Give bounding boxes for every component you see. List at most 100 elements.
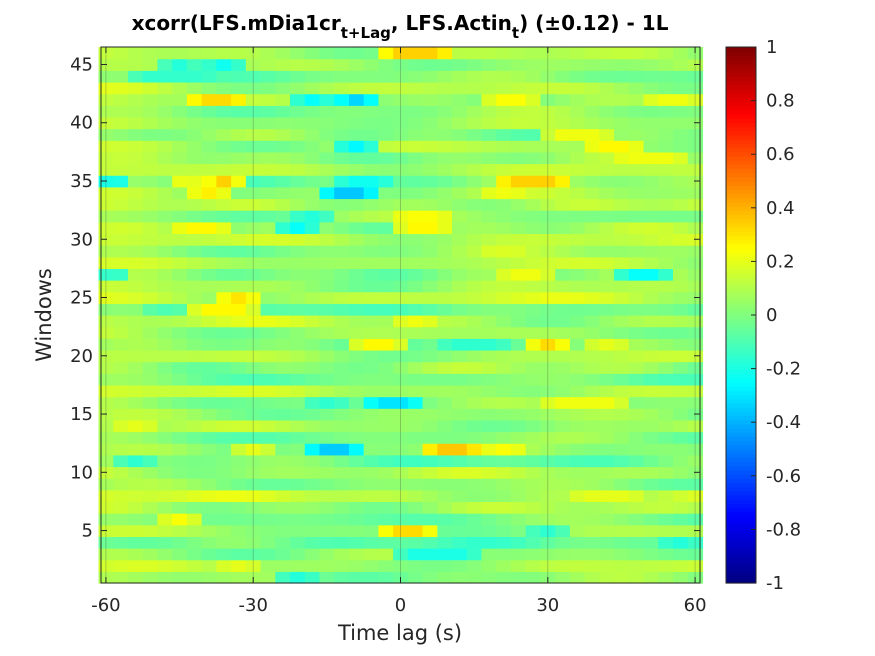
colorbar-segment <box>726 428 756 433</box>
heatmap-cell <box>201 221 217 235</box>
heatmap-cell <box>393 221 409 235</box>
heatmap-cell <box>186 291 203 304</box>
heatmap-cell <box>172 571 188 584</box>
heatmap-cell <box>334 548 350 561</box>
heatmap-cell <box>275 47 291 60</box>
heatmap-cell <box>525 466 542 479</box>
heatmap-cell <box>142 81 159 95</box>
heatmap-cell <box>628 256 645 269</box>
heatmap-cell <box>673 384 689 398</box>
heatmap-cell <box>481 280 497 293</box>
heatmap-cell <box>113 93 129 106</box>
heatmap-cell <box>628 47 645 60</box>
heatmap-cell <box>113 280 129 293</box>
heatmap-cell <box>334 58 350 71</box>
heatmap-cell <box>555 140 571 153</box>
heatmap-cell <box>142 210 159 223</box>
heatmap-cell <box>628 361 645 374</box>
heatmap-cell <box>393 291 409 304</box>
heatmap-cell <box>393 303 409 316</box>
heatmap-cell <box>643 478 659 491</box>
heatmap-cell <box>407 81 424 95</box>
heatmap-cell <box>319 151 335 165</box>
heatmap-cell <box>422 454 438 468</box>
heatmap-cell <box>378 361 394 374</box>
heatmap-cell <box>643 431 659 444</box>
heatmap-cell <box>614 151 630 165</box>
heatmap-cell <box>614 501 630 514</box>
heatmap-cell <box>393 47 409 60</box>
heatmap-cell <box>658 81 674 95</box>
heatmap-cell <box>275 116 291 130</box>
heatmap-cell <box>393 163 409 176</box>
heatmap-cell <box>407 338 424 351</box>
heatmap-cell <box>687 419 704 433</box>
heatmap-cell <box>407 93 424 106</box>
heatmap-cell <box>422 47 438 60</box>
heatmap-cell <box>334 70 350 83</box>
colorbar-segment <box>726 114 756 119</box>
heatmap-cell <box>334 384 350 398</box>
heatmap-cell <box>584 93 600 106</box>
heatmap-cell <box>172 548 188 561</box>
heatmap-cell <box>260 559 276 572</box>
heatmap-cell <box>334 47 350 60</box>
colorbar-segment <box>726 340 756 345</box>
heatmap-cell <box>540 58 556 71</box>
heatmap-cell <box>98 419 114 433</box>
heatmap-cell <box>673 315 689 328</box>
heatmap-cell <box>201 384 217 398</box>
heatmap-cell <box>437 489 453 503</box>
heatmap-cell <box>584 513 600 526</box>
heatmap-cell <box>481 245 497 258</box>
heatmap-cell <box>393 548 409 561</box>
heatmap-cell <box>319 245 335 258</box>
heatmap-cell <box>290 233 306 246</box>
heatmap-cell <box>275 128 291 141</box>
heatmap-cell <box>98 513 114 526</box>
heatmap-cell <box>393 245 409 258</box>
heatmap-cell <box>422 338 438 351</box>
heatmap-cell <box>319 408 335 421</box>
heatmap-cell <box>231 280 247 293</box>
heatmap-cell <box>275 443 291 456</box>
heatmap-cell <box>599 548 615 561</box>
heatmap-cell <box>304 186 321 200</box>
heatmap-cell <box>201 116 217 130</box>
heatmap-cell <box>658 93 674 106</box>
heatmap-cell <box>172 315 188 328</box>
heatmap-cell <box>378 47 394 60</box>
heatmap-cell <box>245 128 262 141</box>
colorbar-segment <box>726 524 756 530</box>
heatmap-cell <box>172 373 188 386</box>
heatmap-cell <box>113 384 129 398</box>
heatmap-cell <box>496 186 512 200</box>
heatmap-cell <box>334 419 350 433</box>
heatmap-cell <box>496 140 512 153</box>
heatmap-cell <box>658 443 674 456</box>
heatmap-cell <box>216 233 232 246</box>
heatmap-cell <box>290 268 306 281</box>
heatmap-cell <box>378 175 394 188</box>
heatmap-cell <box>290 524 306 537</box>
heatmap-cell <box>157 373 173 386</box>
heatmap-cell <box>540 315 556 328</box>
heatmap-cell <box>363 524 380 537</box>
heatmap-cell <box>555 431 571 444</box>
heatmap-cell <box>113 245 129 258</box>
heatmap-cell <box>128 454 144 468</box>
heatmap-cell <box>422 58 438 71</box>
heatmap-cell <box>201 315 217 328</box>
heatmap-cell <box>555 280 571 293</box>
heatmap-cell <box>319 128 335 141</box>
heatmap-cell <box>599 58 615 71</box>
heatmap-cell <box>319 303 335 316</box>
heatmap-cell <box>628 454 645 468</box>
heatmap-cell <box>496 361 512 374</box>
heatmap-cell <box>348 466 365 479</box>
heatmap-cell <box>275 221 291 235</box>
heatmap-cell <box>157 245 173 258</box>
colorbar-segment <box>726 382 756 387</box>
heatmap-cell <box>510 513 527 526</box>
colorbar-tick-label: 0.8 <box>766 91 795 112</box>
